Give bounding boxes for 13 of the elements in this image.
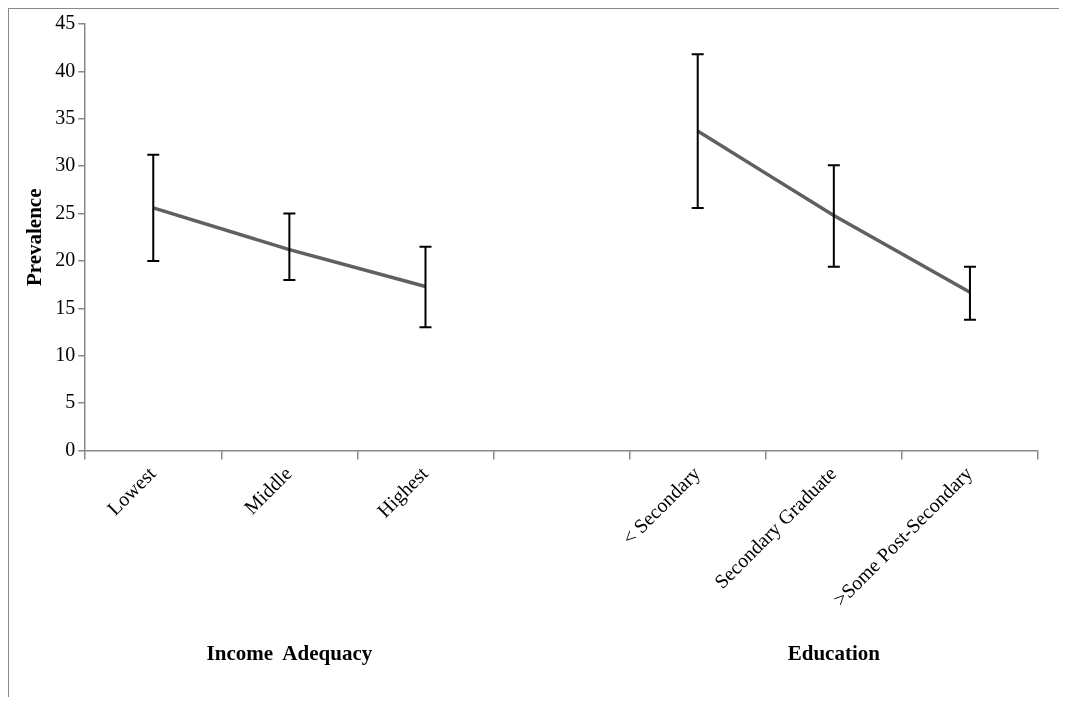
y-tick-label: 40	[55, 58, 76, 81]
y-tick-label: 45	[55, 11, 76, 34]
y-tick-label: 15	[55, 295, 76, 318]
y-tick-label: 0	[65, 437, 76, 460]
y-tick-label: 30	[55, 153, 76, 176]
text: Education	[787, 641, 881, 666]
y-tick-label: 10	[55, 343, 76, 365]
text: Income Adequacy	[206, 641, 373, 666]
y-tick-label: 5	[65, 390, 76, 413]
y-tick-label: 35	[55, 106, 76, 129]
y-axis-title: Prevalence	[22, 188, 47, 287]
y-tick-label: 25	[55, 200, 76, 223]
y-tick-label: 20	[55, 248, 76, 271]
